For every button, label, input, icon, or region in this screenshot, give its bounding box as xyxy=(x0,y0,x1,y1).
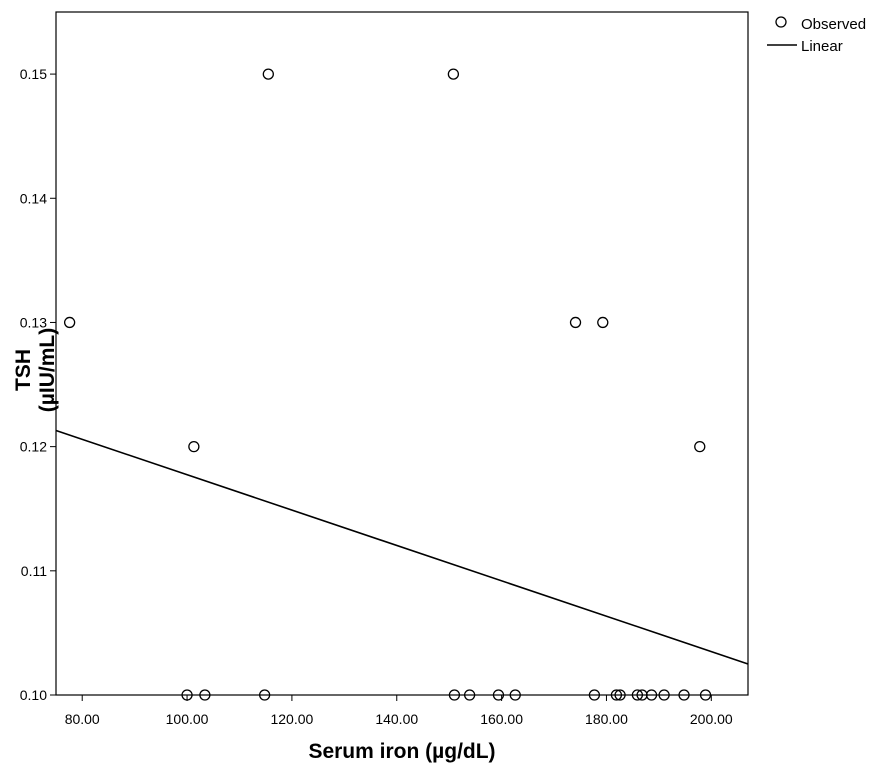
observed-point xyxy=(631,689,644,701)
legend-observed-marker xyxy=(775,16,787,28)
observed-point xyxy=(597,316,609,329)
y-tick-label: 0.14 xyxy=(20,190,47,206)
linear-fit-line xyxy=(55,429,749,665)
observed-point xyxy=(181,689,193,701)
observed-point xyxy=(509,689,521,701)
plot-frame xyxy=(55,11,749,696)
y-tick-label: 0.11 xyxy=(21,563,47,579)
observed-point xyxy=(694,440,706,453)
observed-point xyxy=(447,68,460,80)
y-axis-title-line1: TSH xyxy=(12,349,35,391)
legend-observed-label: Observed xyxy=(801,16,866,33)
y-tick-label: 0.15 xyxy=(20,66,47,82)
observed-point xyxy=(188,440,200,453)
observed-point xyxy=(262,68,274,80)
y-tick-label: 0.13 xyxy=(20,314,47,330)
x-tick-label: 160.00 xyxy=(480,711,523,727)
legend: Observed Linear xyxy=(767,16,866,55)
observed-points xyxy=(63,68,712,701)
y-tick-label: 0.10 xyxy=(20,687,47,703)
observed-point xyxy=(258,689,271,701)
legend-linear-label: Linear xyxy=(801,38,843,55)
observed-point xyxy=(678,689,690,701)
observed-point xyxy=(569,316,582,329)
observed-point xyxy=(63,316,76,329)
observed-point xyxy=(645,689,658,701)
x-tick-label: 200.00 xyxy=(690,711,733,727)
y-tick-label: 0.12 xyxy=(20,439,47,455)
x-axis: 80.00 100.00 120.00 140.00 160.00 180.00 200.0… xyxy=(65,695,733,727)
observed-point xyxy=(463,689,476,701)
observed-point xyxy=(492,689,505,701)
observed-point xyxy=(658,689,670,701)
x-tick-label: 180.00 xyxy=(585,711,628,727)
x-tick-label: 120.00 xyxy=(270,711,313,727)
observed-point xyxy=(199,689,211,701)
observed-point xyxy=(699,689,712,701)
y-axis-title-line2: (µIU/mL) xyxy=(36,328,59,412)
observed-point xyxy=(614,689,626,701)
x-tick-label: 100.00 xyxy=(166,711,209,727)
observed-point xyxy=(448,689,461,701)
x-tick-label: 140.00 xyxy=(375,711,418,727)
observed-point xyxy=(610,689,623,701)
x-tick-label: 80.00 xyxy=(65,711,100,727)
x-axis-title: Serum iron (µg/dL) xyxy=(308,740,495,763)
y-axis-title: TSH (µIU/mL) xyxy=(12,328,59,412)
y-axis: 0.10 0.11 0.12 0.13 0.14 0.15 xyxy=(20,66,56,703)
observed-point xyxy=(588,689,601,701)
